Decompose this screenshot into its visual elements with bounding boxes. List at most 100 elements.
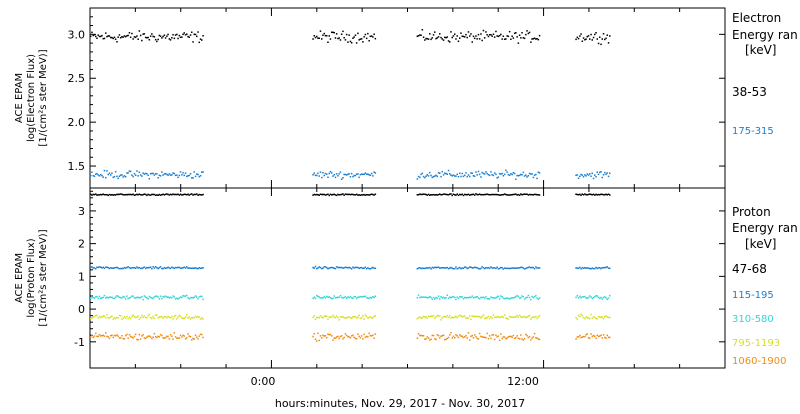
data-point: [586, 194, 588, 196]
data-point: [364, 33, 367, 36]
data-point: [429, 194, 431, 196]
data-point: [445, 193, 447, 196]
data-point: [369, 315, 372, 318]
data-point: [199, 38, 202, 40]
data-point: [430, 296, 432, 299]
data-point: [536, 177, 538, 180]
data-point: [481, 266, 483, 268]
data-point: [459, 334, 461, 336]
data-point: [328, 267, 330, 269]
data-point: [416, 194, 419, 196]
data-point: [444, 297, 446, 299]
data-point: [591, 39, 593, 41]
data-point: [492, 193, 495, 196]
data-point: [432, 34, 435, 36]
data-point: [532, 38, 535, 40]
data-point: [461, 316, 463, 318]
data-point: [327, 296, 329, 298]
data-point: [161, 334, 163, 337]
data-point: [192, 267, 194, 269]
data-point: [521, 295, 523, 297]
data-point: [126, 333, 128, 336]
data-point: [329, 193, 332, 196]
data-point: [178, 194, 181, 196]
data-point: [516, 36, 518, 38]
data-point: [513, 296, 516, 299]
data-point: [368, 316, 370, 319]
data-point: [112, 194, 114, 196]
data-point: [505, 169, 507, 172]
data-point: [437, 172, 440, 174]
data-point: [374, 193, 377, 195]
data-point: [161, 37, 163, 39]
data-point: [91, 266, 93, 268]
data-point: [196, 267, 198, 270]
data-point: [581, 336, 584, 338]
data-point: [184, 316, 187, 318]
data-point: [335, 266, 338, 268]
data-point: [584, 317, 586, 320]
data-point: [369, 296, 372, 299]
data-point: [508, 298, 511, 300]
data-point: [421, 193, 424, 196]
data-point: [118, 296, 121, 298]
data-point: [600, 43, 602, 46]
data-point: [481, 193, 483, 196]
data-point: [365, 268, 368, 270]
data-point: [459, 295, 461, 298]
data-point: [201, 333, 203, 336]
data-point: [335, 336, 338, 338]
y-tick-label: 2: [78, 238, 85, 251]
data-point: [319, 297, 322, 299]
data-point: [319, 315, 322, 317]
data-point: [126, 315, 128, 318]
data-point: [473, 296, 476, 299]
data-point: [431, 315, 433, 318]
data-point: [93, 34, 96, 36]
data-point: [515, 193, 517, 195]
data-point: [476, 296, 478, 298]
data-point: [591, 172, 593, 175]
data-point: [126, 266, 128, 269]
data-point: [344, 296, 347, 298]
data-point: [496, 266, 498, 268]
data-point: [505, 338, 507, 340]
data-point: [107, 35, 109, 37]
data-point: [427, 315, 430, 317]
data-point: [332, 193, 334, 196]
data-point: [604, 266, 606, 269]
data-point: [487, 338, 490, 340]
data-point: [590, 313, 592, 316]
data-point: [427, 296, 430, 299]
data-point: [475, 335, 477, 338]
data-point: [91, 296, 93, 298]
data-point: [136, 316, 138, 318]
data-point: [316, 193, 318, 196]
data-point: [134, 297, 137, 299]
data-point: [127, 34, 129, 37]
data-point: [431, 334, 433, 337]
data-point: [313, 193, 315, 196]
data-point: [116, 295, 118, 297]
data-point: [174, 266, 177, 269]
data-point: [586, 173, 588, 175]
data-point: [420, 334, 422, 337]
data-point: [604, 171, 606, 174]
data-point: [358, 39, 360, 41]
data-point: [329, 170, 332, 173]
data-point: [487, 298, 490, 300]
data-point: [167, 296, 169, 298]
data-point: [107, 317, 109, 319]
data-point: [117, 193, 119, 196]
data-point: [344, 266, 347, 268]
data-point: [166, 193, 168, 195]
data-point: [429, 339, 431, 341]
data-point: [373, 315, 375, 318]
data-point: [318, 194, 320, 196]
data-point: [141, 39, 143, 42]
data-point: [124, 193, 127, 196]
data-point: [471, 295, 473, 297]
data-point: [537, 338, 540, 340]
data-point: [507, 194, 510, 196]
data-point: [370, 317, 373, 319]
